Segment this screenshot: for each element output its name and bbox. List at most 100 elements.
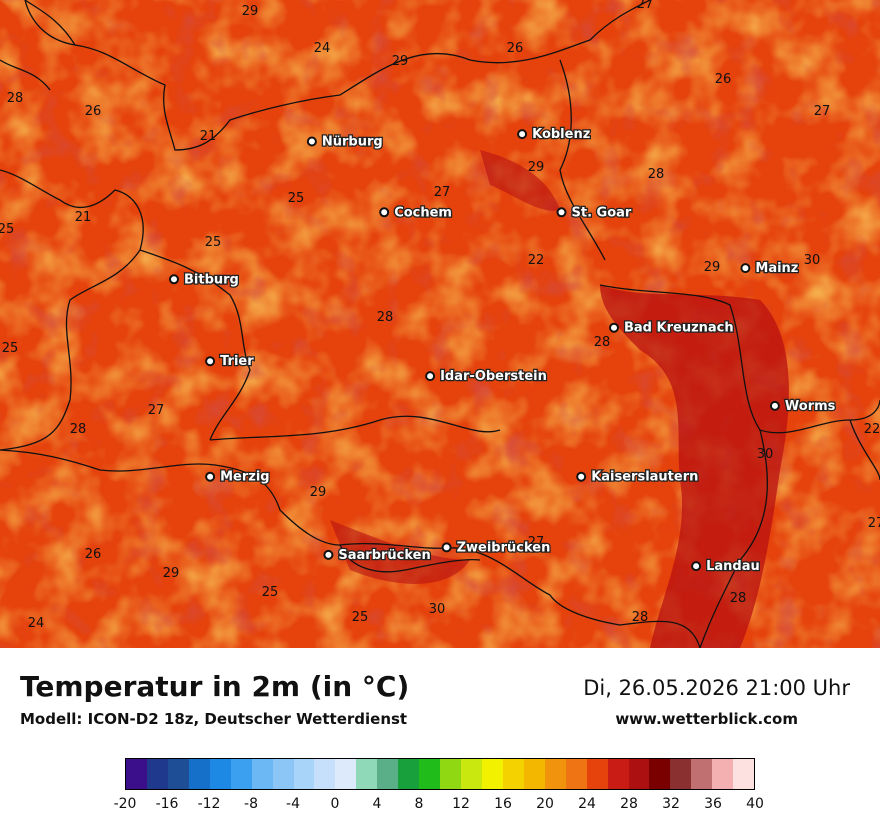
- contour-value: 29: [704, 260, 721, 275]
- legend-swatch: [419, 759, 441, 789]
- legend-swatch: [670, 759, 692, 789]
- city-markers: Nürburg Koblenz Cochem St. Goar Bitburg Mainz…: [169, 126, 837, 575]
- contour-value: 26: [715, 72, 732, 87]
- color-legend: [125, 758, 755, 790]
- legend-swatch: [146, 759, 168, 789]
- legend-swatch: [544, 759, 566, 789]
- legend-swatch: [398, 759, 420, 789]
- legend-tick-label: 0: [330, 796, 340, 812]
- city-label: St. Goar: [572, 205, 632, 220]
- legend-swatch: [481, 759, 503, 789]
- contour-value: 27: [637, 0, 654, 12]
- legend-tick-label: -12: [197, 796, 221, 812]
- legend-swatch: [377, 759, 399, 789]
- moselle-warm-band: [480, 150, 560, 211]
- city-marker: [205, 471, 216, 482]
- legend-tick-label: 8: [414, 796, 424, 812]
- contour-value: 27: [148, 403, 165, 418]
- contour-value: 25: [288, 191, 305, 206]
- model-credit: Modell: ICON-D2 18z, Deutscher Wetterdie…: [20, 710, 408, 728]
- legend-swatch: [607, 759, 629, 789]
- contour-value: 25: [262, 585, 279, 600]
- contour-value: 28: [594, 335, 611, 350]
- website-link[interactable]: www.wetterblick.com: [615, 710, 798, 728]
- legend-tick-label: -4: [286, 796, 300, 812]
- legend-tick-label: -8: [244, 796, 258, 812]
- forecast-datetime: Di, 26.05.2026 21:00 Uhr: [583, 676, 850, 700]
- city-label: Cochem: [394, 205, 452, 220]
- contour-value: 25: [2, 341, 19, 356]
- contour-labels: 29 27 24 29 26 28 26 26 27 21 21 29 27 28 25 25 25 22 29 30…: [0, 0, 880, 631]
- contour-value: 29: [310, 485, 327, 500]
- legend-swatch: [188, 759, 210, 789]
- legend-tick-label: 24: [578, 796, 596, 812]
- city-label: Nürburg: [322, 135, 383, 150]
- contour-value: 26: [85, 104, 102, 119]
- contour-value: 29: [392, 54, 409, 69]
- city-marker: [769, 400, 780, 411]
- city-label: Bad Kreuznach: [624, 321, 734, 336]
- city-marker: [740, 263, 751, 274]
- city-label: Trier: [220, 354, 254, 369]
- legend-tick-label: 12: [452, 796, 470, 812]
- map-title: Temperatur in 2m (in °C): [20, 670, 410, 703]
- contour-value: 28: [377, 310, 394, 325]
- contour-value: 28: [632, 610, 649, 625]
- legend-swatch: [293, 759, 315, 789]
- city-marker: [425, 371, 436, 382]
- city-marker: [306, 136, 317, 147]
- legend-tick-label: -16: [155, 796, 179, 812]
- legend-swatch: [251, 759, 273, 789]
- legend-tick-label: 40: [746, 796, 764, 812]
- contour-value: 30: [429, 602, 446, 617]
- contour-value: 28: [70, 422, 87, 437]
- contour-value: 27: [528, 535, 545, 550]
- city-label: Zweibrücken: [457, 540, 551, 555]
- legend-tick-label: 4: [372, 796, 382, 812]
- city-marker: [205, 356, 216, 367]
- contour-value: 30: [757, 447, 774, 462]
- contour-value: 21: [75, 210, 92, 225]
- city-marker: [379, 207, 390, 218]
- temperature-map: 29 27 24 29 26 28 26 26 27 21 21 29 27 28 25 25 25 22 29 30…: [0, 0, 880, 649]
- legend-swatch: [586, 759, 608, 789]
- legend-swatch: [230, 759, 252, 789]
- contour-value: 28: [648, 167, 665, 182]
- legend-swatch: [502, 759, 524, 789]
- contour-value: 21: [200, 129, 217, 144]
- city-label: Mainz: [755, 261, 798, 276]
- contour-value: 27: [868, 516, 880, 531]
- legend-tick-label: 36: [704, 796, 722, 812]
- city-marker: [609, 322, 619, 333]
- contour-value: 29: [242, 4, 259, 19]
- contour-value: 25: [352, 610, 369, 625]
- city-label: Bitburg: [184, 272, 239, 287]
- legend-swatch: [209, 759, 231, 789]
- legend-swatch: [565, 759, 587, 789]
- legend-swatch: [167, 759, 189, 789]
- city-label: Merzig: [220, 470, 270, 485]
- contour-value: 29: [528, 160, 545, 175]
- city-marker: [323, 549, 334, 560]
- city-label: Worms: [785, 399, 836, 414]
- contour-value: 24: [28, 616, 45, 631]
- legend-swatch: [691, 759, 713, 789]
- legend-swatch: [272, 759, 294, 789]
- contour-value: 30: [804, 253, 821, 268]
- contour-value: 22: [528, 253, 545, 268]
- city-marker: [441, 542, 452, 553]
- city-label: Kaiserslautern: [591, 470, 698, 485]
- contour-value: 27: [434, 185, 451, 200]
- legend-swatch: [335, 759, 357, 789]
- legend-swatch: [523, 759, 545, 789]
- city-marker: [691, 561, 702, 572]
- legend-swatch: [440, 759, 461, 789]
- legend-swatch: [461, 759, 482, 789]
- city-label: Idar-Oberstein: [440, 369, 547, 384]
- legend-swatch: [733, 759, 755, 789]
- legend-tick-label: 16: [494, 796, 512, 812]
- contour-value: 22: [864, 422, 880, 437]
- contour-value: 26: [85, 547, 102, 562]
- contour-value: 25: [205, 235, 222, 250]
- contour-value: 29: [163, 566, 180, 581]
